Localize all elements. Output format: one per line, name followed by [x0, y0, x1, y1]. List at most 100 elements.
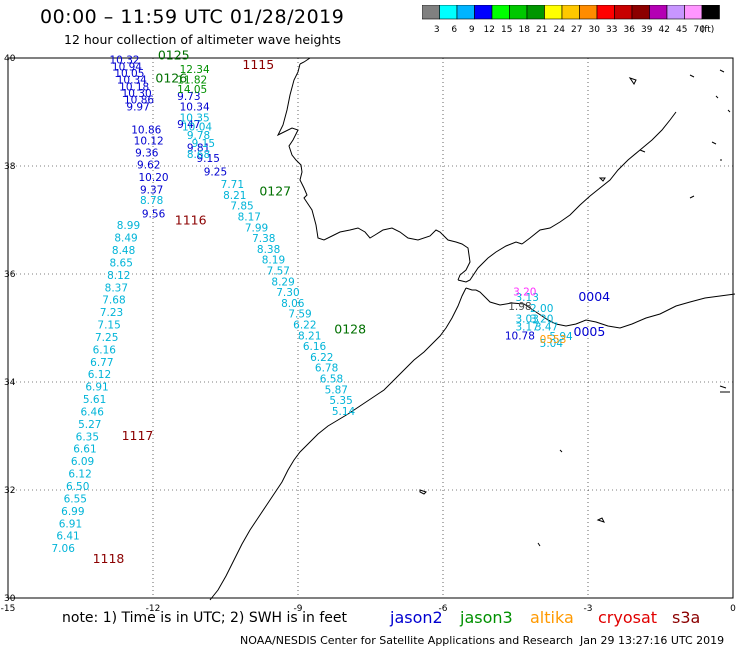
wave-height-value: 7.23 [100, 307, 123, 319]
wave-height-value: 3.20 [530, 314, 553, 326]
footer-credit: NOAA/NESDIS Center for Satellite Applica… [240, 634, 574, 647]
wave-height-value: 9.78 [187, 130, 210, 142]
mission-label-s3a: s3a [672, 608, 701, 627]
wave-height-value: 9.36 [135, 147, 159, 159]
wave-height-value: 8.21 [298, 330, 321, 342]
y-tick-label: 36 [4, 270, 16, 280]
pass-time-label: 1118 [93, 551, 125, 566]
pass-time-label: 0125 [158, 48, 190, 63]
wave-height-value: 9.81 [187, 142, 210, 154]
wave-height-value: 7.99 [245, 222, 268, 234]
pass-time-label: 1116 [175, 212, 207, 227]
wave-height-value: 9.15 [197, 153, 220, 165]
legend-label: 39 [641, 25, 653, 35]
wave-height-value: 9.97 [126, 101, 149, 113]
x-tick-label: -6 [439, 604, 448, 614]
legend-label: 70 [694, 25, 706, 35]
wave-height-value: 10.30 [122, 88, 152, 100]
wave-height-value: 8.48 [112, 245, 135, 257]
wave-height-value: 11.82 [177, 74, 207, 86]
wave-height-value: 6.46 [81, 406, 105, 418]
y-tick-label: 40 [4, 54, 16, 64]
wave-height-value: 8.38 [257, 244, 280, 256]
wave-height-value: 6.50 [66, 481, 89, 493]
legend-label: 42 [659, 25, 670, 35]
legend-label: 21 [536, 25, 547, 35]
wave-height-value: 8.06 [281, 298, 305, 310]
wave-height-value: 5.94 [549, 331, 573, 343]
wave-height-value: 8.68 [187, 149, 210, 161]
wave-height-value: 9.73 [177, 91, 200, 103]
legend-label: 18 [519, 25, 531, 35]
x-tick-label: -15 [1, 604, 16, 614]
wave-height-value: 7.25 [95, 332, 118, 344]
legend-unit: (ft) [701, 25, 715, 35]
wave-height-value: 6.55 [64, 493, 87, 505]
wave-height-value: 9.25 [204, 167, 227, 179]
wave-height-value: 5.14 [332, 406, 356, 418]
coastline [209, 57, 736, 601]
wave-height-value: 7.68 [102, 295, 125, 307]
legend-label: 30 [589, 25, 601, 35]
wave-height-value: 10.32 [110, 54, 140, 66]
wave-height-value: 10.05 [114, 68, 144, 80]
wave-height-value: 6.78 [315, 363, 338, 375]
map-note: note: 1) Time is in UTC; 2) SWH is in fe… [62, 610, 348, 626]
axis-tick-labels: -15 -12 -9 -6 -3 0 40 38 36 34 32 30 [1, 54, 736, 614]
wave-height-value: 6.61 [73, 444, 96, 456]
pass-time-label: 0004 [578, 289, 610, 304]
wave-height-value: 9.47 [177, 119, 200, 131]
wave-height-value: 7.71 [221, 179, 244, 191]
wave-height-value: 10.12 [134, 135, 164, 147]
wave-height-value: 9.62 [137, 160, 160, 172]
legend-label: 9 [469, 25, 475, 35]
wave-height-value: 10.34 [180, 101, 210, 113]
y-tick-label: 38 [4, 162, 16, 172]
wave-height-value: 6.12 [68, 469, 91, 481]
mission-label-jason2: jason2 [390, 608, 443, 627]
wave-height-value: 3.03 [516, 314, 539, 326]
wave-height-value: 3.17 [516, 322, 539, 334]
wave-height-value: 9.37 [140, 185, 163, 197]
wave-height-value: 5.61 [83, 394, 106, 406]
wave-height-value: 8.65 [110, 257, 133, 269]
pass-time-label: 0127 [259, 184, 291, 199]
wave-height-value: 7.57 [267, 266, 290, 278]
wave-height-value: 6.16 [93, 344, 117, 356]
wave-height-value: 8.99 [117, 220, 140, 232]
wave-height-value: 6.91 [85, 382, 108, 394]
x-tick-label: -9 [294, 604, 303, 614]
pass-time-label: 0126 [155, 70, 187, 85]
wave-height-value: 3.20 [513, 287, 536, 299]
wave-height-value: 2.00 [530, 303, 553, 315]
wave-height-value: 8.49 [114, 233, 137, 245]
wave-height-value: 9.15 [192, 138, 215, 150]
wave-height-value: 0553 [540, 334, 567, 346]
wave-height-value: 8.21 [223, 190, 246, 202]
wave-height-value: 7.15 [97, 320, 120, 332]
wave-height-value: 6.41 [56, 531, 79, 543]
pass-time-label: 0128 [334, 321, 366, 336]
y-tick-label: 34 [4, 378, 16, 388]
wave-height-value: 10.18 [119, 81, 149, 93]
wave-height-value: 10.35 [180, 113, 210, 125]
legend-label: 36 [624, 25, 636, 35]
legend-swatch [701, 5, 720, 20]
wave-height-value: 6.35 [76, 431, 99, 443]
wave-height-value: 10.78 [505, 330, 535, 342]
y-tick-label: 30 [4, 594, 16, 604]
wave-height-value: 3.13 [516, 292, 539, 304]
wave-height-value: 7.38 [252, 233, 275, 245]
x-tick-label: 0 [730, 604, 736, 614]
generation-timestamp: Jan 29 13:27:16 UTC 2019 [580, 634, 725, 647]
pass-time-labels: 0125 0126 0127 0128 0004 0005 1115 1116 1117 1118 [93, 48, 611, 566]
wave-height-value: 14.05 [177, 84, 207, 96]
wave-height-value: 6.99 [61, 506, 84, 518]
wave-height-value: 10.86 [124, 94, 154, 106]
wave-height-value: 8.19 [262, 255, 285, 267]
y-tick-label: 32 [4, 486, 15, 496]
wave-height-value: 10.20 [139, 172, 169, 184]
wave-height-value: 12.34 [180, 64, 210, 76]
page-subtitle: 12 hour collection of altimeter wave hei… [64, 32, 341, 47]
